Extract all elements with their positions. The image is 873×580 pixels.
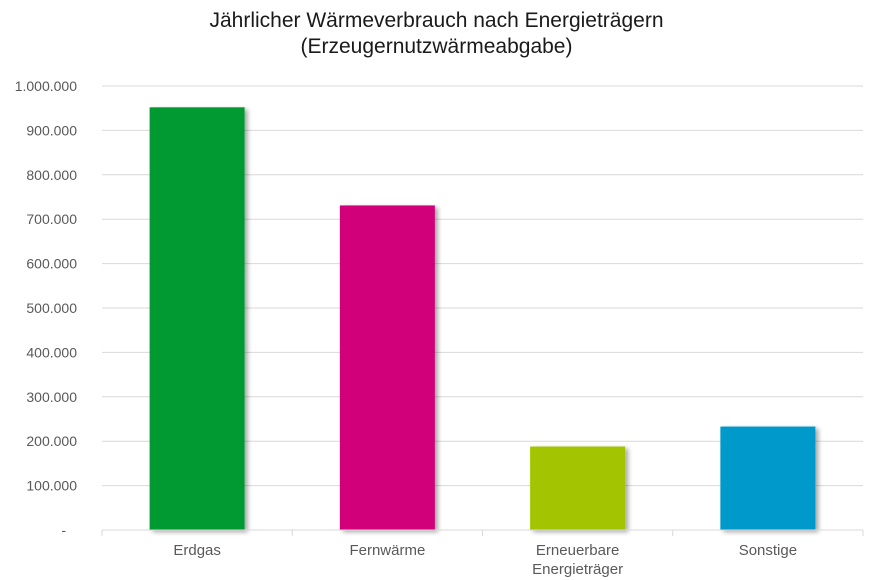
bars — [149, 107, 816, 530]
chart-title: Jährlicher Wärmeverbrauch nach Energietr… — [0, 8, 873, 60]
y-tick-label: 500.000 — [26, 300, 77, 316]
y-axis-tick-labels: - 100.000 200.000 300.000 400.000 500.000 600.… — [15, 78, 78, 538]
bar — [339, 205, 435, 530]
y-tick-label: 700.000 — [26, 211, 77, 227]
y-tick-label: 100.000 — [26, 478, 77, 494]
y-tick-label: 800.000 — [26, 167, 77, 183]
y-tick-label: - — [61, 522, 66, 538]
x-category-label: Erdgas — [173, 542, 221, 559]
bar — [720, 426, 816, 530]
bar — [530, 446, 626, 530]
chart-title-line-2: (Erzeugernutzwärmeabgabe) — [300, 35, 573, 58]
x-category-label: Sonstige — [739, 542, 797, 559]
x-axis — [101, 529, 864, 536]
x-category-label: Fernwärme — [349, 542, 425, 559]
y-tick-label: 300.000 — [26, 389, 77, 405]
chart-title-line-1: Jährlicher Wärmeverbrauch nach Energietr… — [209, 9, 664, 32]
x-axis-category-labels: Erdgas Fernwärme Erneuerbare Energieträger S… — [173, 542, 797, 578]
y-tick-label: 900.000 — [26, 122, 77, 138]
y-tick-label: 600.000 — [26, 256, 77, 272]
y-tick-label: 200.000 — [26, 433, 77, 449]
x-category-label: Erneuerbare Energieträger — [532, 542, 623, 578]
bar — [149, 107, 245, 530]
y-tick-label: 1.000.000 — [15, 78, 77, 94]
y-tick-label: 400.000 — [26, 344, 77, 360]
